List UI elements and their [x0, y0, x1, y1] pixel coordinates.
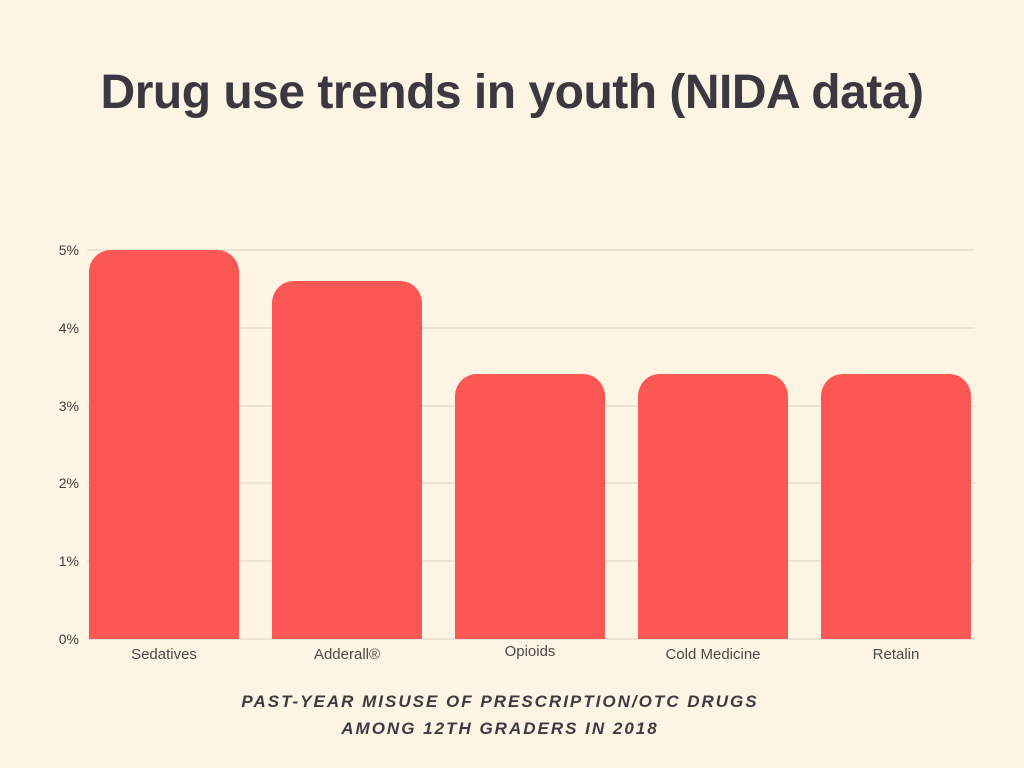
x-category-label-cold-medicine: Cold Medicine [665, 646, 761, 663]
chart-subtitle: PAST-YEAR MISUSE OF PRESCRIPTION/OTC DRU… [0, 688, 1000, 742]
y-tick-label-1pct: 1% [58, 553, 79, 570]
x-category-label-adderall: Adderall® [313, 646, 381, 663]
x-category-label-opioids: Opioids [504, 643, 556, 660]
gridline-0pct [87, 638, 975, 640]
gridline-5pct [87, 249, 975, 251]
x-category-label-retalin: Retalin [872, 646, 920, 663]
chart-title: Drug use trends in youth (NIDA data) [100, 66, 924, 119]
bar-opioids [455, 374, 605, 639]
y-tick-label-5pct: 5% [58, 242, 79, 258]
chart-subtitle-line-1: PAST-YEAR MISUSE OF PRESCRIPTION/OTC DRU… [241, 692, 759, 711]
y-tick-label-4pct: 4% [58, 319, 79, 336]
bar-retalin [821, 374, 971, 639]
x-category-label-sedatives: Sedatives [131, 646, 197, 663]
gridline-4pct [87, 326, 975, 329]
bar-adderall [272, 281, 422, 639]
y-tick-label-2pct: 2% [58, 475, 79, 492]
chart-subtitle-line-2: AMONG 12TH GRADERS IN 2018 [341, 719, 659, 738]
bar-cold-medicine [638, 374, 788, 639]
y-tick-label-0pct: 0% [58, 631, 79, 647]
bar-sedatives [89, 250, 239, 639]
y-tick-label-3pct: 3% [58, 397, 79, 414]
